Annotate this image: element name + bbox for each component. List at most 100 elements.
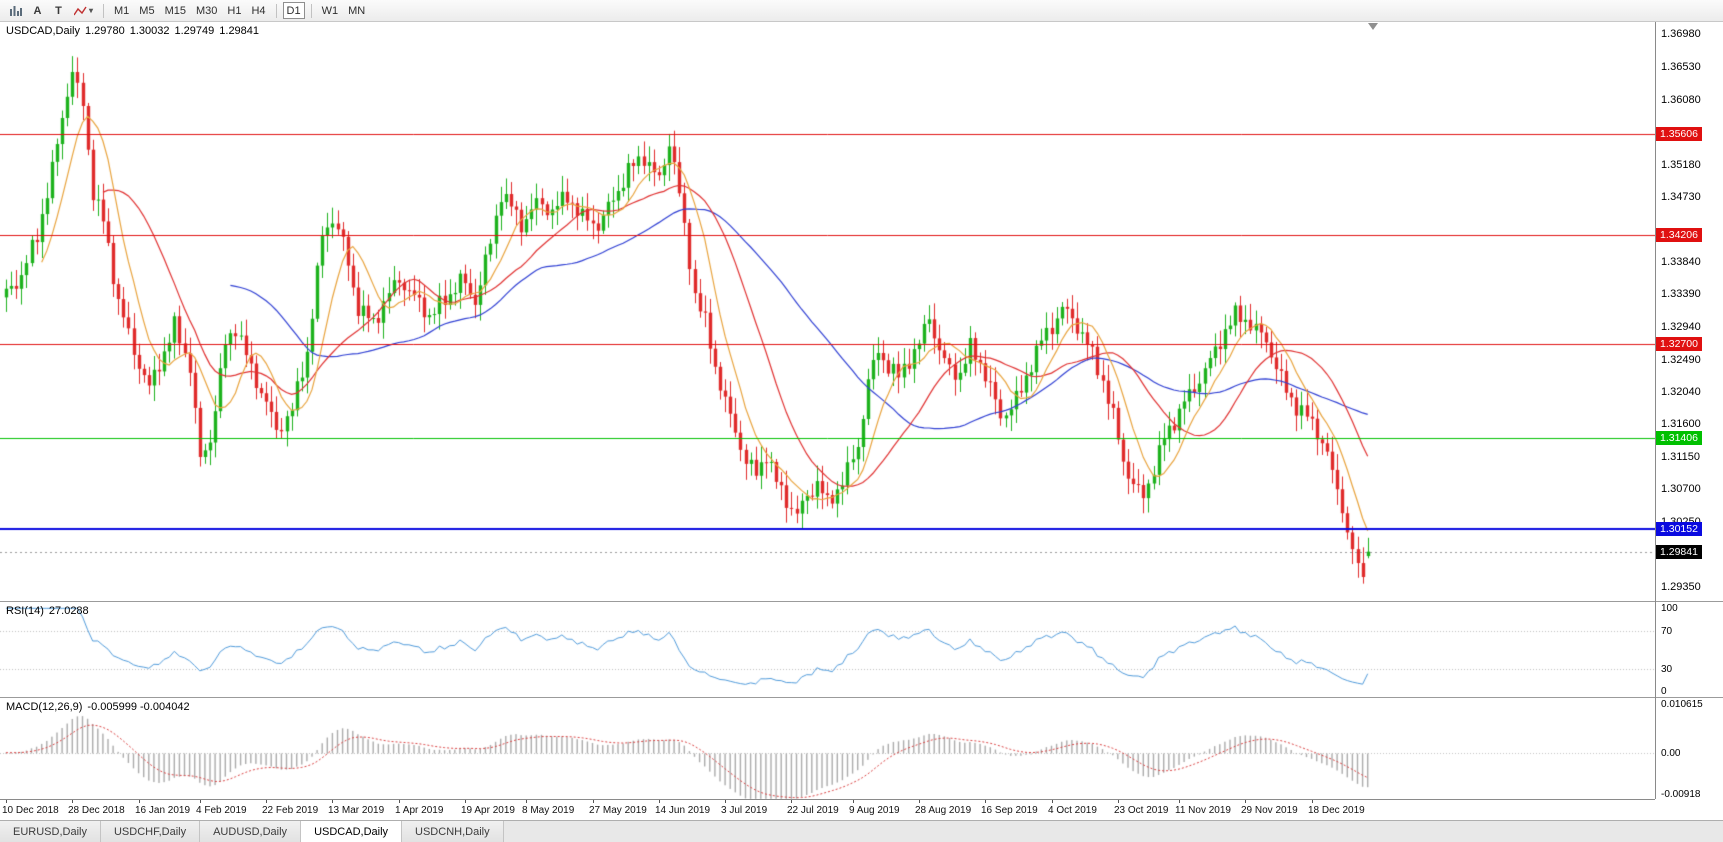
type-tool-button[interactable]: T [49, 2, 68, 19]
open-value: 1.29780 [84, 25, 125, 37]
rsi-name: RSI(14) [6, 605, 44, 617]
time-tick [332, 800, 333, 803]
timeframe-button-mn[interactable]: MN [348, 4, 366, 17]
low-value: 1.29749 [174, 25, 215, 37]
time-tick [1245, 800, 1246, 803]
time-tick [1052, 800, 1053, 803]
symbol-period-label: USDCAD,Daily [6, 25, 80, 37]
timeframe-button-m5[interactable]: M5 [139, 4, 155, 17]
price-tick-label: 1.32490 [1661, 353, 1701, 366]
rsi-value: 27.0288 [48, 605, 89, 617]
date-label: 1 Apr 2019 [395, 805, 444, 816]
toolbar-separator [103, 3, 105, 18]
timeframe-button-m30[interactable]: M30 [195, 4, 218, 17]
date-label: 19 Apr 2019 [461, 805, 515, 816]
date-label: 3 Jul 2019 [721, 805, 768, 816]
rsi-axis-label: 70 [1661, 625, 1673, 637]
date-label: 8 May 2019 [522, 805, 575, 816]
close-value: 1.29841 [219, 25, 260, 37]
time-tick [659, 800, 660, 803]
date-label: 22 Feb 2019 [262, 805, 319, 816]
rsi-label: RSI(14) 27.0288 [6, 605, 94, 617]
rsi-axis-label: 30 [1661, 663, 1673, 675]
time-tick [465, 800, 466, 803]
price-tick-label: 1.33840 [1661, 255, 1701, 268]
rsi-pane-canvas[interactable] [0, 602, 1655, 697]
chart-shift-marker[interactable] [1368, 23, 1378, 30]
time-axis[interactable]: 10 Dec 2018 28 Dec 2018 16 Jan 2019 4 Feb 2… [0, 799, 1655, 820]
date-label: 28 Aug 2019 [915, 805, 972, 816]
timeframe-group: M1 M5 M15 M30 H1 H4 D1 W1 MN [109, 2, 370, 19]
macd-pane-canvas[interactable] [0, 698, 1655, 800]
price-tag-resistance-2: 1.34206 [1656, 228, 1702, 243]
time-tick [200, 800, 201, 803]
timeframe-button-m1[interactable]: M1 [114, 4, 130, 17]
date-label: 29 Nov 2019 [1241, 805, 1298, 816]
timeframe-button-w1[interactable]: W1 [321, 4, 339, 17]
main-chart-canvas[interactable] [0, 22, 1655, 601]
price-tag-current: 1.29841 [1656, 544, 1702, 559]
chart-tab-usdcad[interactable]: USDCAD,Daily [301, 821, 403, 842]
date-label: 16 Jan 2019 [135, 805, 191, 816]
date-label: 16 Sep 2019 [981, 805, 1038, 816]
macd-axis-label: -0.00918 [1661, 789, 1701, 800]
date-label: 27 May 2019 [589, 805, 647, 816]
price-tick-label: 1.31600 [1661, 418, 1701, 431]
price-tick-label: 1.30700 [1661, 483, 1701, 496]
chart-tab-eurusd[interactable]: EURUSD,Daily [0, 821, 101, 842]
time-tick [853, 800, 854, 803]
chart-tab-bar: EURUSD,Daily USDCHF,Daily AUDUSD,Daily USDC… [0, 820, 1723, 842]
time-tick [1179, 800, 1180, 803]
date-label: 28 Dec 2018 [68, 805, 125, 816]
rsi-axis-label: 0 [1661, 686, 1667, 697]
charts-grid-button[interactable] [6, 2, 26, 19]
time-tick [266, 800, 267, 803]
time-tick [399, 800, 400, 803]
zigzag-icon [74, 6, 87, 15]
time-tick [725, 800, 726, 803]
chevron-down-icon: ▾ [89, 6, 94, 15]
time-tick [526, 800, 527, 803]
date-label: 22 Jul 2019 [787, 805, 839, 816]
high-value: 1.30032 [129, 25, 170, 37]
chart-tab-usdcnh[interactable]: USDCNH,Daily [402, 821, 504, 842]
timeframe-button-h4[interactable]: H4 [251, 4, 266, 17]
price-axis[interactable]: 1.36980 1.36530 1.36080 1.35180 1.34730 1.338… [1656, 22, 1723, 820]
timeframe-button-h1[interactable]: H1 [227, 4, 242, 17]
pane-separator[interactable] [0, 601, 1723, 602]
indicators-dropdown-button[interactable]: ▾ [70, 2, 97, 19]
date-label: 13 Mar 2019 [328, 805, 385, 816]
price-tag-resistance-3: 1.32700 [1656, 337, 1702, 352]
rsi-axis-label: 100 [1661, 603, 1678, 614]
price-tick-label: 1.32940 [1661, 321, 1701, 334]
date-label: 10 Dec 2018 [2, 805, 59, 816]
date-label: 9 Aug 2019 [849, 805, 900, 816]
timeframe-button-m15[interactable]: M15 [164, 4, 186, 17]
price-tick-label: 1.36080 [1661, 93, 1701, 106]
chart-tab-audusd[interactable]: AUDUSD,Daily [200, 821, 302, 842]
price-tag-support-green: 1.31406 [1656, 431, 1702, 446]
date-label: 14 Jun 2019 [655, 805, 711, 816]
price-tick-label: 1.29350 [1661, 581, 1701, 594]
pane-separator[interactable] [0, 697, 1723, 698]
type-tool-label: T [55, 4, 62, 17]
ohlc-readout: USDCAD,Daily 1.29780 1.30032 1.29749 1.29841 [6, 25, 264, 37]
time-tick [919, 800, 920, 803]
time-tick [139, 800, 140, 803]
date-label: 4 Feb 2019 [196, 805, 247, 816]
chart-tab-usdchf[interactable]: USDCHF,Daily [100, 821, 201, 842]
price-tick-label: 1.33390 [1661, 288, 1701, 301]
price-tag-support-blue: 1.30152 [1656, 522, 1702, 537]
bar-chart-icon [10, 6, 22, 16]
macd-axis-label: 0.010615 [1661, 699, 1703, 710]
timeframe-button-d1[interactable]: D1 [282, 2, 305, 19]
price-tick-label: 1.35180 [1661, 158, 1701, 171]
insert-text-button[interactable]: A [28, 2, 47, 19]
toolbar-separator [310, 3, 312, 18]
chart-area: USDCAD,Daily 1.29780 1.30032 1.29749 1.29841… [0, 22, 1723, 820]
macd-label: MACD(12,26,9) -0.005999 -0.004042 [6, 701, 195, 713]
price-tick-label: 1.36980 [1661, 28, 1701, 41]
macd-axis-label: 0.00 [1661, 747, 1681, 759]
macd-values: -0.005999 -0.004042 [87, 701, 190, 713]
